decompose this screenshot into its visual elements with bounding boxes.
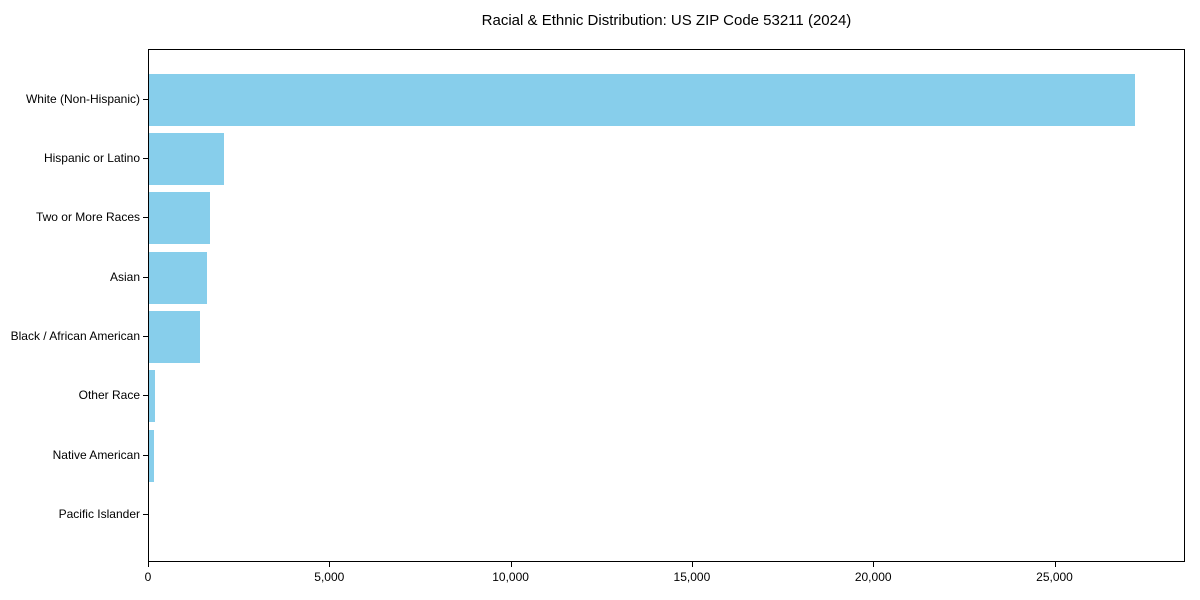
x-tick-mark bbox=[1054, 562, 1056, 567]
y-tick-mark bbox=[143, 454, 148, 456]
x-tick-mark bbox=[691, 562, 693, 567]
x-tick-mark bbox=[873, 562, 875, 567]
bar-hispanic-or-latino bbox=[149, 132, 224, 185]
y-tick-label-hispanic-or-latino: Hispanic or Latino bbox=[43, 150, 140, 165]
bar-other-race bbox=[149, 370, 156, 423]
y-tick-label-asian: Asian bbox=[109, 269, 140, 284]
y-tick-mark bbox=[143, 157, 148, 159]
x-tick-label-15000: 15,000 bbox=[673, 570, 711, 584]
y-tick-mark bbox=[143, 335, 148, 337]
bar-two-or-more-races bbox=[149, 192, 210, 245]
bar-black-african-american bbox=[149, 310, 200, 363]
x-tick-label-25000: 25,000 bbox=[1036, 570, 1073, 584]
chart-title: Racial & Ethnic Distribution: US ZIP Cod… bbox=[481, 12, 852, 29]
x-tick-mark bbox=[510, 562, 512, 567]
plot-area bbox=[148, 49, 1185, 562]
y-tick-label-two-or-more-races: Two or More Races bbox=[35, 210, 140, 225]
y-tick-label-black-african-american: Black / African American bbox=[10, 328, 140, 343]
y-tick-mark bbox=[143, 276, 148, 278]
x-tick-mark bbox=[329, 562, 331, 567]
x-tick-label-10000: 10,000 bbox=[492, 570, 529, 584]
x-tick-label-20000: 20,000 bbox=[854, 570, 892, 584]
y-tick-mark bbox=[143, 514, 148, 516]
bar-native-american bbox=[149, 429, 155, 482]
x-tick-label-0: 0 bbox=[144, 570, 152, 584]
x-tick-mark bbox=[148, 562, 149, 567]
y-tick-label-white-non-hispanic: White (Non-Hispanic) bbox=[25, 91, 140, 106]
y-tick-mark bbox=[143, 217, 148, 219]
y-tick-mark bbox=[143, 395, 148, 397]
bar-white-non-hispanic bbox=[149, 73, 1136, 126]
x-tick-label-5000: 5,000 bbox=[314, 570, 345, 584]
y-tick-label-other-race: Other Race bbox=[78, 388, 140, 403]
bar-asian bbox=[149, 251, 207, 304]
y-tick-label-native-american: Native American bbox=[52, 447, 140, 462]
y-tick-label-pacific-islander: Pacific Islander bbox=[58, 507, 140, 522]
y-tick-mark bbox=[143, 98, 148, 100]
